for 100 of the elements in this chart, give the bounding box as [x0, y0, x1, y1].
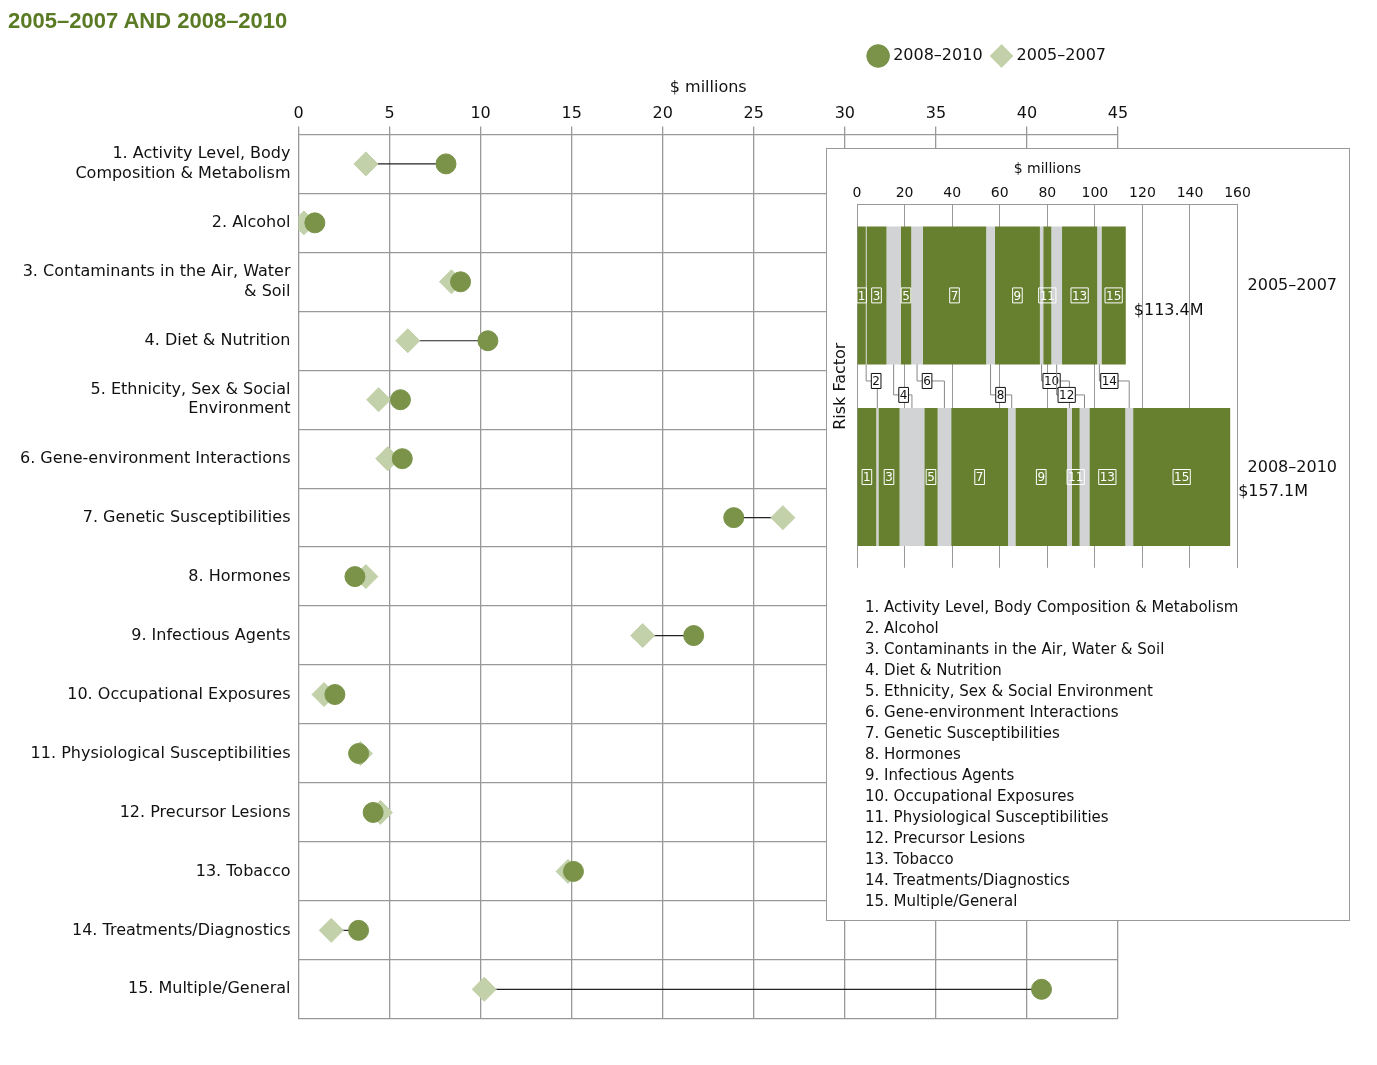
- bar: [900, 226, 912, 365]
- x-tick-label: 0: [293, 102, 304, 122]
- x-tick-label: 100: [1081, 183, 1109, 200]
- series-label: 4: [899, 388, 908, 403]
- x-tick-label: 80: [1038, 183, 1057, 200]
- x-axis-title: $ millions: [669, 76, 747, 96]
- bar: [857, 407, 877, 547]
- point: [344, 566, 366, 588]
- total-label: $113.4M: [1133, 299, 1204, 319]
- x-tick-label: 0: [852, 183, 862, 200]
- bar: [899, 407, 925, 547]
- text: 15: [1174, 470, 1190, 485]
- point: [366, 387, 392, 413]
- annotation: 8. Hormones: [865, 744, 962, 765]
- y-tick-label: 9. Infectious Agents: [131, 624, 291, 644]
- y-tick-label: 15. Multiple/General: [127, 978, 291, 998]
- x-tick-label: 20: [895, 183, 914, 200]
- annotation: 2. Alcohol: [865, 618, 940, 639]
- annotation: 14. Treatments/Diagnostics: [865, 870, 1071, 891]
- point: [391, 448, 413, 470]
- x-tick-label: 20: [652, 102, 673, 122]
- bar: [951, 407, 1009, 547]
- annotation: 5. Ethnicity, Sex & Social Environment: [865, 681, 1154, 702]
- point: [770, 505, 796, 531]
- bar: [1125, 407, 1134, 547]
- y-tick-label: 8. Hormones: [188, 565, 291, 585]
- series-label: 10: [1043, 374, 1060, 389]
- x-tick-label: 15: [561, 102, 582, 122]
- point: [471, 976, 497, 1002]
- bar: [922, 226, 987, 365]
- point: [353, 151, 379, 177]
- x-tick-label: 160: [1224, 183, 1251, 200]
- text: 3: [885, 470, 893, 485]
- point: [1031, 978, 1053, 1000]
- x-tick-label: 60: [990, 183, 1009, 200]
- bar: [1008, 407, 1016, 547]
- point: [723, 507, 745, 529]
- point: [362, 801, 384, 823]
- chart-title: 2005–2007 AND 2008–2010: [8, 8, 289, 35]
- x-tick-label: 5: [384, 102, 395, 122]
- point: [630, 623, 656, 649]
- annotation: 11. Physiological Susceptibilities: [865, 807, 1110, 828]
- series-label: 12: [1059, 388, 1075, 403]
- annotation: 15. Multiple/General: [865, 891, 1019, 912]
- y-tick-label: 5. Ethnicity, Sex & Social Environment: [90, 379, 291, 418]
- text: 5: [927, 470, 935, 485]
- total-label: $157.1M: [1238, 481, 1308, 501]
- bar: [1089, 407, 1126, 547]
- x-tick-label: 30: [834, 102, 856, 122]
- point: [435, 153, 457, 175]
- y-tick-label: 6. Gene-environment Interactions: [19, 447, 291, 467]
- series-label: 6: [923, 374, 931, 389]
- x-tick-label: 10: [470, 102, 491, 122]
- text: 13: [1099, 470, 1115, 485]
- y-tick-label: 3. Contaminants in the Air, Water & Soil: [22, 261, 291, 300]
- point: [389, 389, 411, 411]
- y-tick-label: 1. Activity Level, Body Composition & Metabolism: [75, 143, 291, 182]
- y-tick-label: 2. Alcohol: [211, 212, 291, 231]
- y-tick-label: 12. Precursor Lesions: [119, 801, 291, 821]
- bar: [1097, 226, 1102, 365]
- y-tick-label: 10. Occupational Exposures: [67, 683, 291, 703]
- legend-label: 2005–2007: [1016, 45, 1106, 65]
- point: [318, 917, 344, 943]
- point: [324, 684, 346, 706]
- bar: [886, 226, 901, 365]
- point: [304, 212, 326, 234]
- annotation: 4. Diet & Nutrition: [865, 660, 1003, 681]
- annotation: 13. Tobacco: [865, 849, 955, 870]
- y-tick-label: 14. Treatments/Diagnostics: [71, 919, 291, 939]
- series-label: 5: [902, 288, 910, 303]
- annotation: 10. Occupational Exposures: [865, 786, 1076, 807]
- y-tick-label: 11. Physiological Susceptibilities: [30, 742, 291, 762]
- series-label: 1: [857, 288, 866, 303]
- x-tick-label: 140: [1176, 183, 1204, 200]
- text: 1: [863, 470, 871, 485]
- bar: [1015, 407, 1068, 547]
- x-tick-label: 25: [743, 102, 764, 122]
- bar: [924, 407, 938, 547]
- y-tick-label: 7. Genetic Susceptibilities: [82, 506, 291, 526]
- x-tick-label: 35: [925, 102, 947, 122]
- point: [477, 330, 499, 352]
- point: [395, 328, 421, 354]
- x-tick-label: 40: [1016, 102, 1038, 122]
- bar: [1101, 226, 1126, 365]
- series-label: 14: [1101, 374, 1118, 389]
- series-label: 7: [975, 470, 984, 485]
- text: 9: [1037, 470, 1046, 485]
- series-label: 3: [872, 288, 881, 303]
- series-label: 8: [996, 388, 1005, 403]
- bar: [876, 407, 879, 547]
- text: 7: [950, 288, 959, 303]
- legend-label: 2008–2010: [893, 45, 983, 65]
- point: [450, 271, 472, 293]
- point: [348, 919, 370, 941]
- y-tick-label: 4. Diet & Nutrition: [144, 329, 291, 349]
- point: [562, 860, 584, 882]
- annotation: 9. Infectious Agents: [865, 765, 1016, 786]
- x-tick-label: 40: [943, 183, 962, 200]
- bar: [911, 226, 923, 365]
- bar: [1062, 226, 1098, 365]
